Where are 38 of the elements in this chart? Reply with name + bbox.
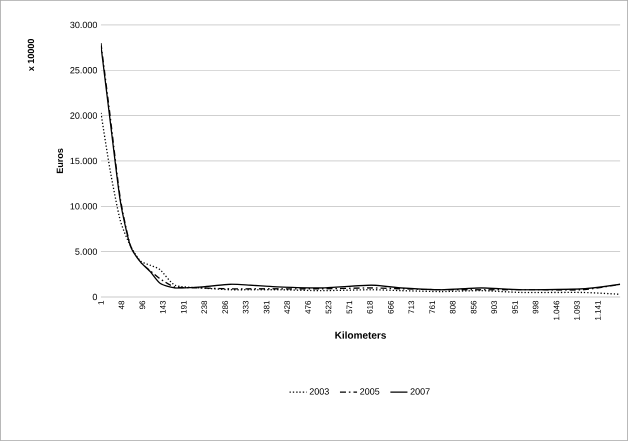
y-tick-label: 30.000: [70, 22, 98, 28]
x-tick-label: 523: [326, 300, 332, 314]
x-tick-label: 998: [532, 300, 538, 314]
legend-label: 2003: [310, 388, 329, 395]
x-tick-label: 238: [201, 300, 208, 314]
x-tick-label: 333: [242, 300, 248, 314]
y-tick-label: 10.000: [70, 203, 98, 210]
x-tick-label: 713: [408, 300, 414, 314]
x-tick-label: 618: [367, 300, 373, 314]
x-tick-label: 1.093: [574, 300, 580, 320]
x-tick-label: 761: [429, 300, 436, 314]
x-tick-label: 286: [222, 300, 228, 314]
x-tick-label: 1.141: [595, 300, 601, 320]
y-tick-label: 0: [92, 294, 98, 300]
y-tick-label: 25.000: [70, 67, 98, 74]
y-tick-label: 15.000: [70, 158, 98, 164]
x-tick-label: 381: [264, 300, 270, 314]
x-tick-label: 1.046: [554, 300, 560, 320]
x-tick-label: 951: [512, 300, 518, 314]
text: x 10000: [28, 39, 34, 72]
x-tick-label: 903: [491, 300, 497, 314]
x-tick-label: 143: [160, 300, 166, 314]
y-axis-title: Euros: [56, 148, 63, 174]
x-tick-label: 856: [470, 300, 476, 314]
legend-label: 2007: [410, 388, 430, 395]
y-tick-label: 5.000: [75, 248, 98, 255]
x-axis-title: Kilometers: [335, 331, 386, 339]
x-tick-label: 1: [98, 300, 104, 304]
x-tick-label: 96: [140, 300, 146, 310]
x-tick-label: 571: [346, 300, 352, 314]
x-tick-label: 808: [450, 300, 456, 314]
x-tick-label: 476: [305, 300, 311, 314]
x-tick-label: 191: [180, 300, 187, 314]
x-tick-label: 48: [118, 300, 124, 310]
x-tick-label: 428: [284, 300, 290, 314]
x-tick-label: 666: [388, 300, 394, 314]
y-tick-label: 20.000: [70, 112, 98, 119]
legend-label: 2005: [360, 388, 380, 395]
